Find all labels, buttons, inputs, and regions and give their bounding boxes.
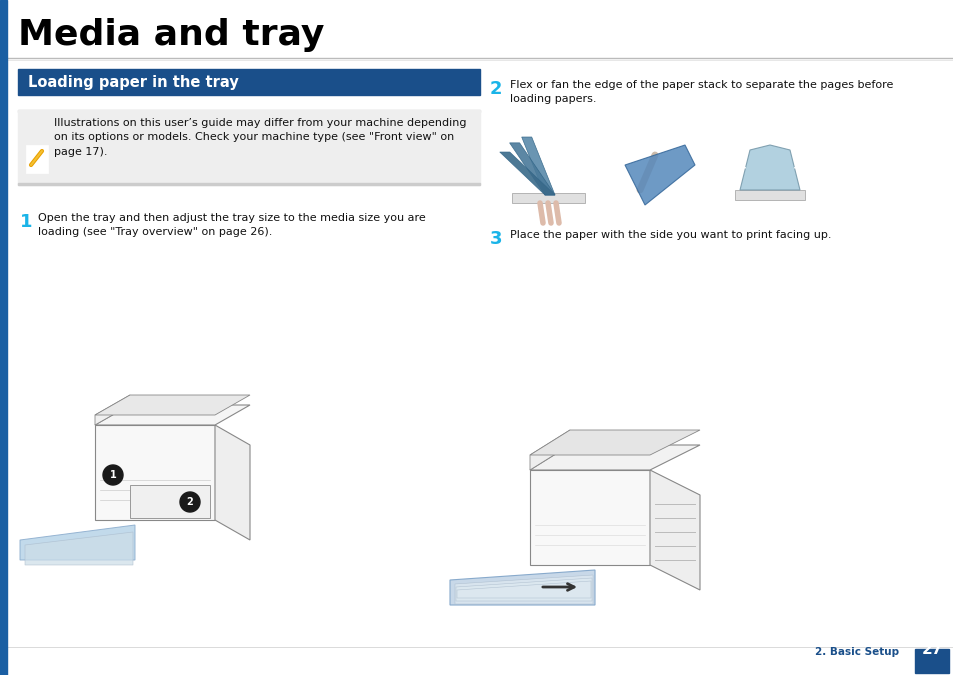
- Polygon shape: [455, 575, 593, 604]
- Text: Place the paper with the side you want to print facing up.: Place the paper with the side you want t…: [510, 230, 831, 240]
- Text: Loading paper in the tray: Loading paper in the tray: [28, 74, 238, 90]
- Text: 2. Basic Setup: 2. Basic Setup: [814, 647, 898, 657]
- Polygon shape: [649, 470, 700, 590]
- Polygon shape: [95, 395, 130, 425]
- Polygon shape: [530, 470, 649, 565]
- Circle shape: [103, 465, 123, 485]
- Polygon shape: [456, 578, 592, 601]
- Polygon shape: [95, 425, 214, 520]
- Text: Open the tray and then adjust the tray size to the media size you are
loading (s: Open the tray and then adjust the tray s…: [38, 213, 425, 237]
- Polygon shape: [521, 137, 555, 195]
- Polygon shape: [450, 570, 595, 605]
- Bar: [914, 649, 948, 673]
- Polygon shape: [530, 430, 569, 470]
- Polygon shape: [130, 485, 210, 518]
- Polygon shape: [95, 405, 250, 425]
- Text: Illustrations on this user’s guide may differ from your machine depending
on its: Illustrations on this user’s guide may d…: [54, 118, 466, 157]
- Polygon shape: [734, 190, 804, 200]
- Text: 2: 2: [490, 80, 502, 98]
- Bar: [18, 110, 479, 185]
- Text: 1: 1: [110, 470, 116, 480]
- Bar: [18, 69, 479, 95]
- Polygon shape: [530, 445, 700, 470]
- Polygon shape: [512, 193, 584, 203]
- Text: 1: 1: [20, 213, 32, 231]
- Polygon shape: [499, 152, 555, 195]
- Polygon shape: [20, 525, 135, 560]
- Polygon shape: [530, 430, 700, 455]
- Polygon shape: [456, 581, 590, 598]
- Text: 27: 27: [921, 641, 942, 657]
- Text: Flex or fan the edge of the paper stack to separate the pages before
loading pap: Flex or fan the edge of the paper stack …: [510, 80, 892, 104]
- Polygon shape: [509, 143, 555, 195]
- Text: 2: 2: [187, 497, 193, 507]
- Bar: [0, 0, 7, 675]
- Polygon shape: [214, 425, 250, 540]
- Text: Media and tray: Media and tray: [18, 18, 324, 52]
- Text: 3: 3: [490, 230, 502, 248]
- Polygon shape: [740, 145, 800, 190]
- Circle shape: [180, 492, 200, 512]
- Polygon shape: [624, 145, 695, 205]
- Bar: [18, 183, 479, 185]
- Polygon shape: [25, 532, 132, 565]
- Polygon shape: [95, 395, 250, 415]
- Bar: [26, 145, 48, 173]
- Bar: [18, 110, 479, 112]
